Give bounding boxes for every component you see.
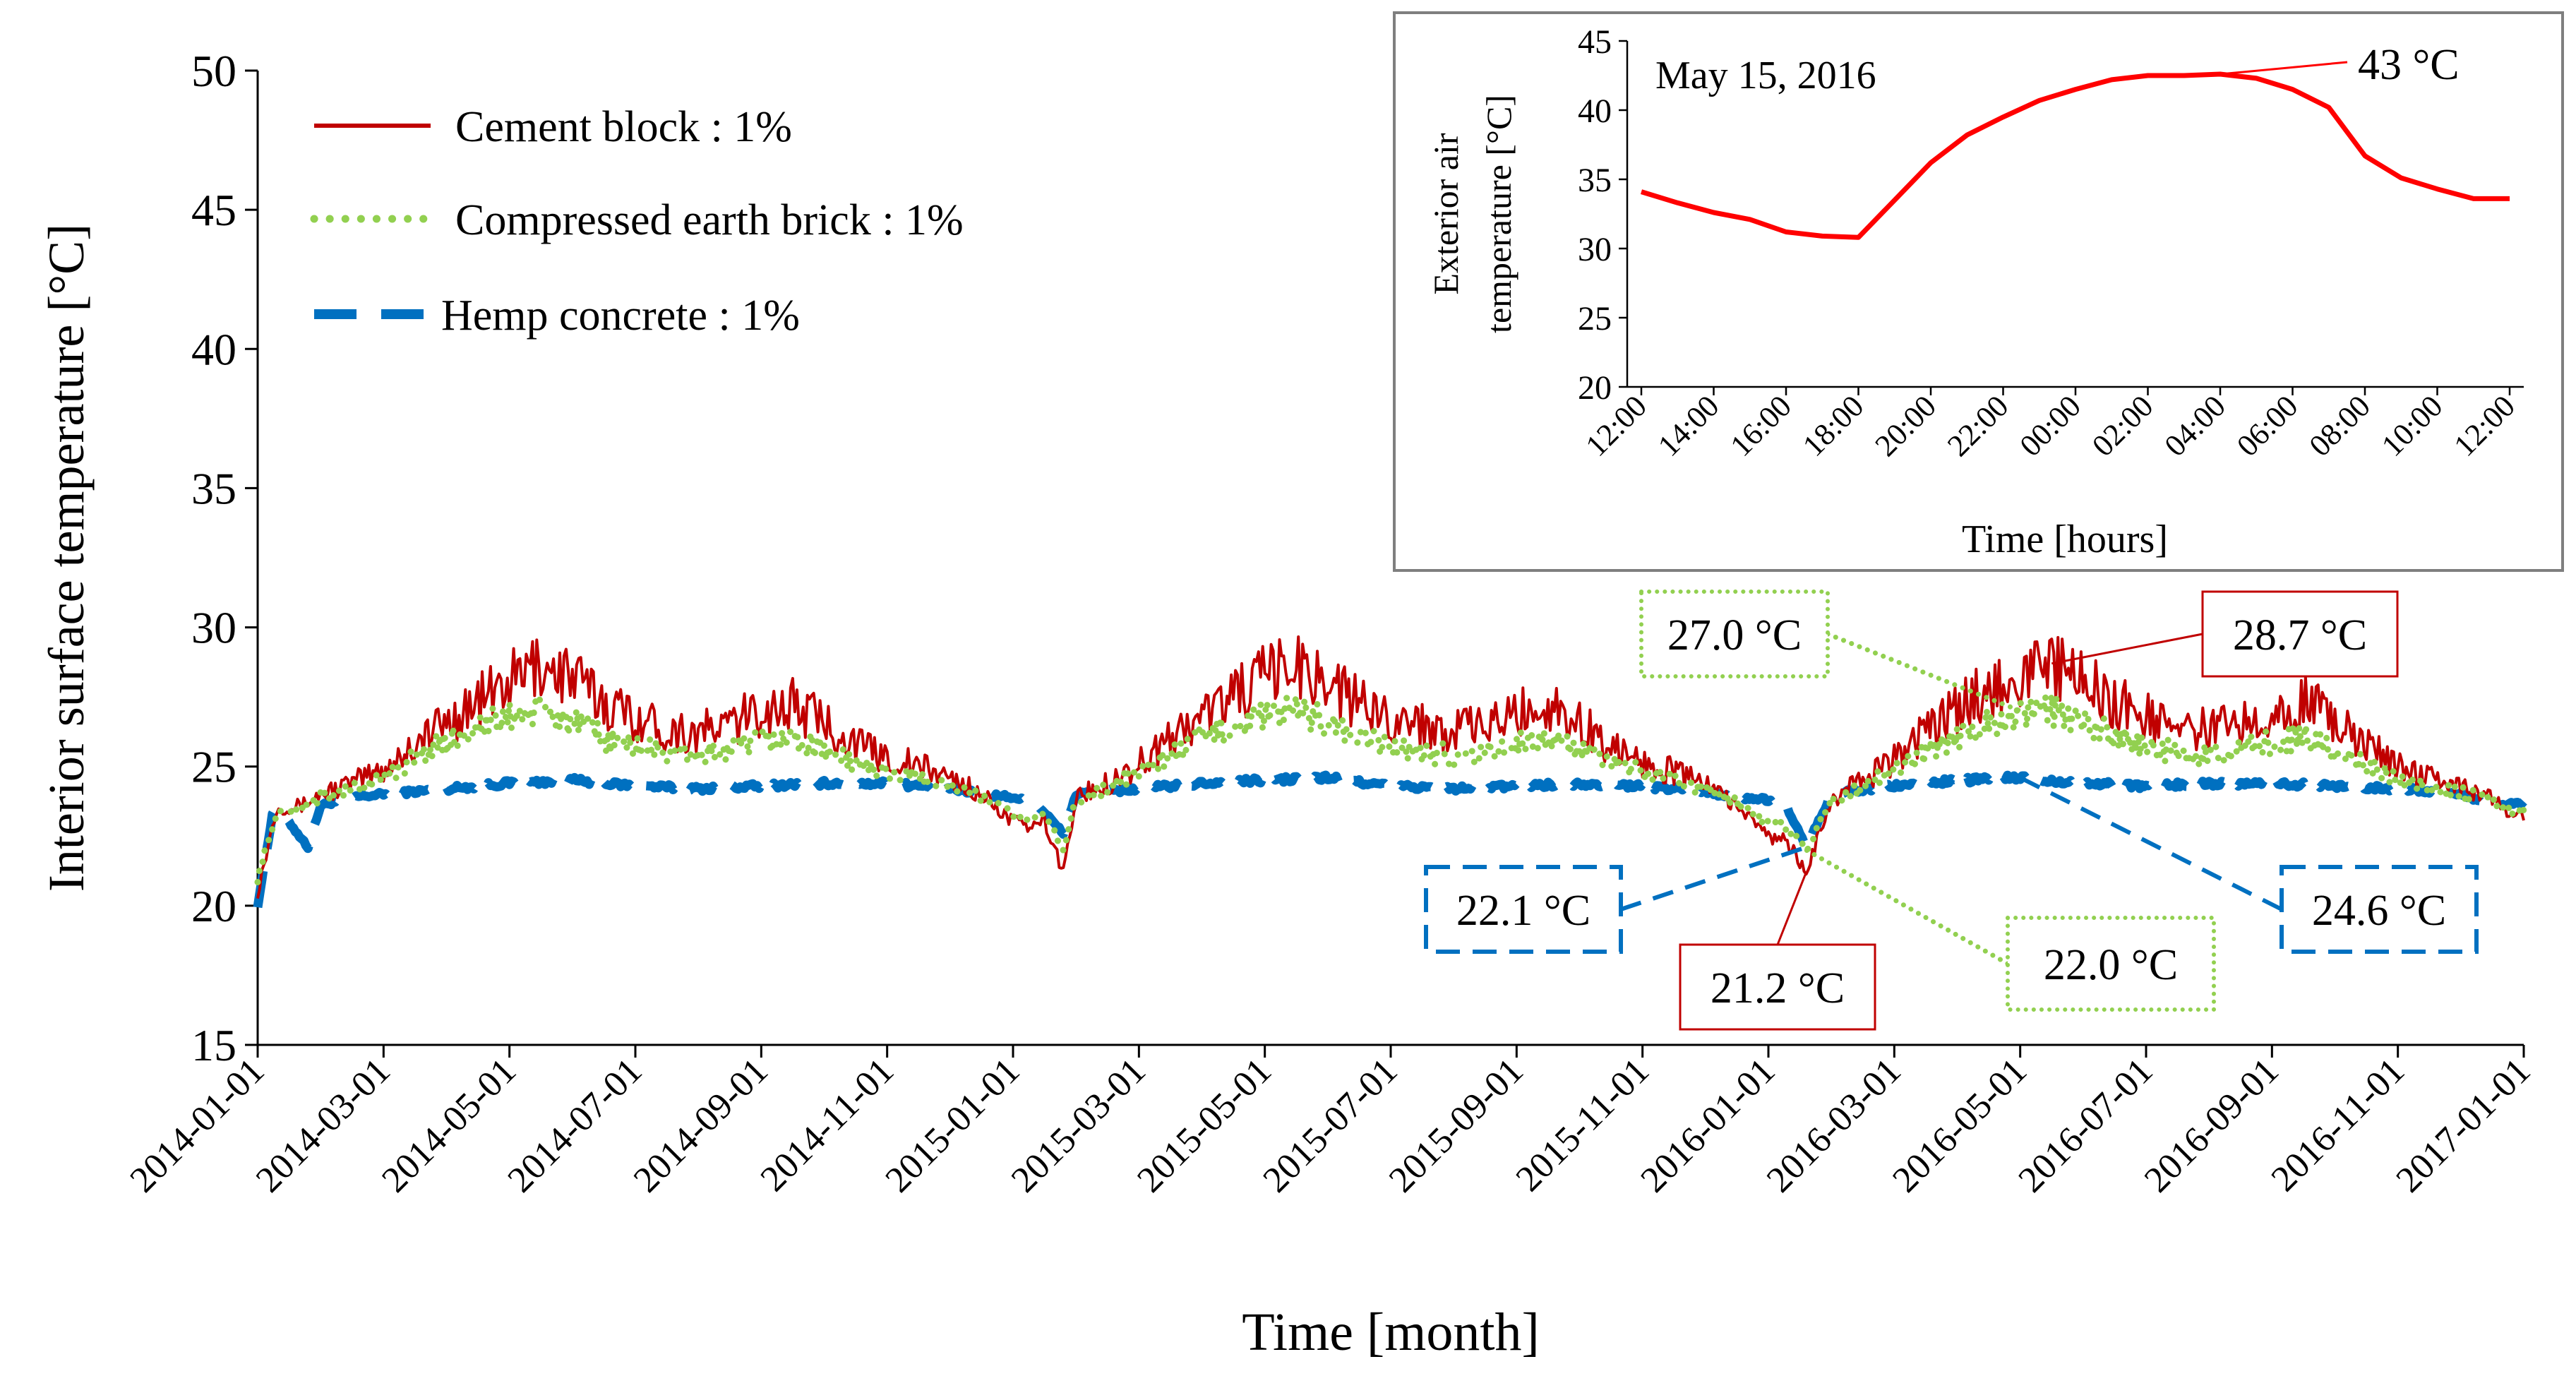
inset-series-line-exterior-air xyxy=(1640,71,2510,240)
inset-y-tick-label: 20 xyxy=(1578,369,1612,407)
annotation-leader-line xyxy=(2051,633,2203,665)
main-y-tick-label: 45 xyxy=(191,185,236,235)
inset-y-tick-label: 45 xyxy=(1578,23,1612,61)
annotation-leader-line xyxy=(1776,871,1807,945)
legend-label-hemp: Hemp concrete : 1% xyxy=(441,292,800,340)
main-x-tick-label: 2014-07-01 xyxy=(501,1051,650,1200)
main-y-tick-label: 20 xyxy=(191,881,236,931)
annotation-box xyxy=(1679,943,1876,1031)
main-x-tick-label: 2016-11-01 xyxy=(2264,1051,2413,1199)
annotation-label: 27.0 °C xyxy=(1667,611,1802,659)
main-x-tick-label: 2014-05-01 xyxy=(374,1051,524,1200)
legend-label-earth: Compressed earth brick : 1% xyxy=(455,196,964,244)
main-x-tick-label: 2016-03-01 xyxy=(1759,1051,1909,1200)
main-y-tick-label: 50 xyxy=(191,46,236,96)
main-x-tick-label: 2017-01-01 xyxy=(2389,1051,2539,1200)
main-x-tick-label: 2016-05-01 xyxy=(1885,1051,2035,1200)
legend-label-cement: Cement block : 1% xyxy=(455,103,792,151)
inset-series-group xyxy=(1640,71,2510,240)
inset-y-tick-label: 40 xyxy=(1578,92,1612,130)
main-x-tick-label: 2015-09-01 xyxy=(1382,1051,1531,1200)
main-x-tick-label: 2016-09-01 xyxy=(2137,1051,2287,1200)
main-x-tick-label: 2015-11-01 xyxy=(1509,1051,1658,1199)
main-x-tick-label: 2016-07-01 xyxy=(2011,1051,2161,1200)
series-line-compressed-earth-brick xyxy=(254,691,2527,885)
main-x-tick-label: 2015-07-01 xyxy=(1256,1051,1406,1200)
annotation-group: 27.0 °C 28.7 °C 22.1 °C 21.2 °C 22.0 °C 24.6 … xyxy=(1424,590,2479,1031)
annotation-leader-line xyxy=(1825,631,2023,714)
inset-y-axis-title-line2: temperature [°C] xyxy=(1479,95,1518,333)
annotation-label: 28.7 °C xyxy=(2233,611,2367,659)
inset-y-ticks: 20 25 30 35 40 45 xyxy=(1578,23,1627,407)
annotation-box xyxy=(2006,916,2216,1012)
inset-title: May 15, 2016 xyxy=(1655,54,1876,97)
inset-y-axis-title-line1: Exterior air xyxy=(1426,133,1466,294)
annotation-box xyxy=(2280,865,2479,954)
inset-y-tick-label: 25 xyxy=(1578,300,1612,337)
annotation-label: 22.1 °C xyxy=(1456,887,1590,935)
main-y-tick-label: 40 xyxy=(191,324,236,374)
series-line-hemp-concrete xyxy=(253,770,2527,909)
annotation-box xyxy=(1424,865,1623,954)
main-y-tick-label: 15 xyxy=(191,1020,236,1070)
inset-y-tick-label: 35 xyxy=(1578,162,1612,199)
annotation-leader-line xyxy=(2019,775,2283,911)
main-x-tick-label: 2015-01-01 xyxy=(878,1051,1028,1200)
main-x-axis-title: Time [month] xyxy=(1242,1303,1540,1362)
main-x-tick-label: 2014-09-01 xyxy=(626,1051,776,1200)
annotation-box xyxy=(1639,590,1830,678)
main-series-group xyxy=(253,635,2527,909)
main-x-tick-label: 2014-01-01 xyxy=(123,1051,272,1200)
inset-annotation-leader xyxy=(2219,61,2348,76)
annotation-leader-line xyxy=(1620,845,1807,911)
main-y-ticks: 15 20 25 30 35 40 45 50 xyxy=(191,46,258,1070)
main-y-axis-title: Interior surface temperature [°C] xyxy=(38,224,95,892)
annotation-label: 22.0 °C xyxy=(2044,941,2178,989)
legend: Cement block : 1% Compressed earth brick… xyxy=(310,103,964,340)
main-x-tick-label: 2016-01-01 xyxy=(1634,1051,1783,1200)
main-y-tick-label: 30 xyxy=(191,603,236,653)
main-x-tick-label: 2014-11-01 xyxy=(753,1051,902,1199)
main-x-tick-label: 2014-03-01 xyxy=(248,1051,398,1200)
inset-y-tick-label: 30 xyxy=(1578,231,1612,268)
inset-frame xyxy=(1393,11,2564,572)
inset-annotation-group: 43 °C xyxy=(2219,41,2460,89)
inset-annotation-label: 43 °C xyxy=(2358,41,2460,89)
main-y-tick-label: 35 xyxy=(191,463,236,513)
series-line-cement-block xyxy=(256,635,2525,899)
main-x-tick-label: 2015-03-01 xyxy=(1004,1051,1154,1200)
inset-x-axis-title: Time [hours] xyxy=(1962,518,2168,561)
annotation-box xyxy=(2201,590,2399,678)
main-x-ticks: 2014-01-012014-03-012014-05-012014-07-01… xyxy=(123,1045,2539,1200)
annotation-label: 21.2 °C xyxy=(1711,964,1845,1012)
main-x-tick-label: 2015-05-01 xyxy=(1130,1051,1279,1200)
annotation-label: 24.6 °C xyxy=(2312,887,2446,935)
main-y-tick-label: 25 xyxy=(191,742,236,792)
